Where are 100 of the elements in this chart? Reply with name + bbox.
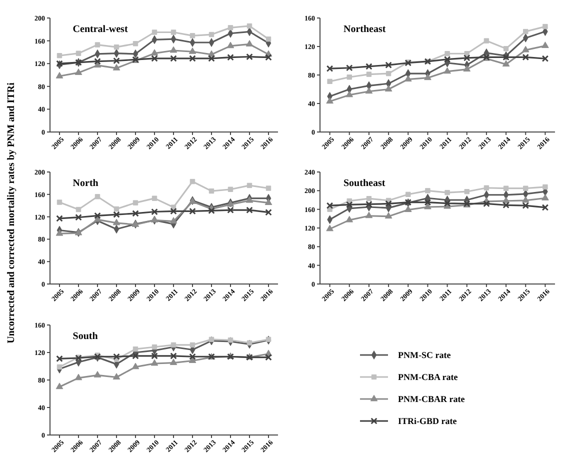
point — [366, 72, 372, 77]
point — [228, 338, 234, 343]
point — [483, 200, 490, 208]
point — [150, 49, 158, 56]
point — [444, 190, 450, 196]
point — [424, 74, 432, 80]
point — [132, 346, 138, 352]
point — [366, 200, 372, 208]
point — [266, 336, 272, 342]
point — [170, 208, 177, 215]
point — [463, 54, 470, 62]
point — [170, 30, 176, 35]
point — [326, 65, 334, 72]
point — [114, 44, 120, 50]
point — [189, 55, 196, 62]
point — [75, 214, 82, 221]
point — [522, 202, 530, 209]
point — [114, 206, 120, 212]
point — [188, 356, 196, 363]
point — [444, 200, 451, 207]
point — [113, 353, 120, 360]
point — [425, 188, 430, 194]
point — [265, 354, 272, 361]
point — [386, 70, 392, 76]
point — [152, 30, 158, 35]
point — [189, 353, 196, 360]
point — [56, 53, 62, 58]
text: Central-west — [72, 24, 128, 35]
point — [76, 50, 82, 56]
point — [246, 182, 252, 188]
point — [150, 359, 158, 366]
point — [132, 352, 139, 360]
point — [151, 55, 158, 62]
point — [170, 358, 178, 366]
point — [326, 224, 334, 232]
point — [189, 208, 196, 215]
point — [542, 55, 549, 62]
point — [152, 344, 158, 350]
point — [503, 46, 509, 52]
point — [522, 54, 530, 61]
point — [94, 58, 101, 65]
point — [346, 201, 353, 208]
point — [208, 336, 214, 342]
point — [444, 67, 451, 74]
point — [346, 74, 352, 80]
point — [246, 40, 254, 46]
point — [112, 373, 120, 380]
point — [94, 42, 100, 48]
point — [404, 206, 412, 212]
point — [365, 212, 373, 218]
point — [542, 184, 548, 190]
point — [542, 24, 548, 30]
point — [208, 55, 215, 62]
text: Northeast — [344, 24, 386, 35]
point — [227, 54, 234, 61]
point — [190, 178, 196, 184]
point — [266, 36, 272, 42]
point — [246, 196, 254, 203]
point — [170, 55, 177, 62]
point — [151, 352, 158, 360]
point — [190, 342, 196, 348]
point — [366, 63, 372, 70]
y-axis-title: Uncorrected and corrected mortality rates by PNM and ITRi — [6, 82, 17, 344]
point — [56, 355, 63, 362]
text: North — [72, 178, 99, 189]
legend-label: PNM-SC rate — [398, 350, 451, 360]
point — [523, 186, 528, 191]
point — [113, 57, 120, 64]
point — [404, 75, 412, 82]
point — [227, 206, 234, 214]
point — [228, 25, 234, 30]
point — [56, 72, 64, 78]
point — [384, 85, 392, 92]
point — [424, 202, 432, 210]
text: South — [72, 331, 98, 342]
point — [208, 207, 215, 214]
point — [112, 218, 120, 226]
legend-label: PNM-CBAR rate — [398, 394, 465, 404]
point — [56, 229, 64, 236]
point — [366, 196, 372, 202]
point — [522, 196, 530, 203]
point — [484, 38, 490, 44]
point — [326, 202, 334, 209]
point — [385, 62, 392, 68]
point — [170, 46, 178, 53]
point — [246, 23, 252, 29]
point — [113, 211, 120, 218]
point — [385, 200, 392, 208]
point — [56, 60, 63, 67]
point — [542, 194, 549, 200]
point — [523, 28, 528, 34]
point — [94, 371, 102, 378]
point — [346, 216, 354, 222]
point — [266, 186, 272, 191]
point — [74, 68, 82, 75]
point — [542, 204, 549, 211]
point — [406, 192, 411, 197]
point — [346, 64, 353, 72]
point — [208, 188, 214, 194]
point — [190, 33, 196, 38]
